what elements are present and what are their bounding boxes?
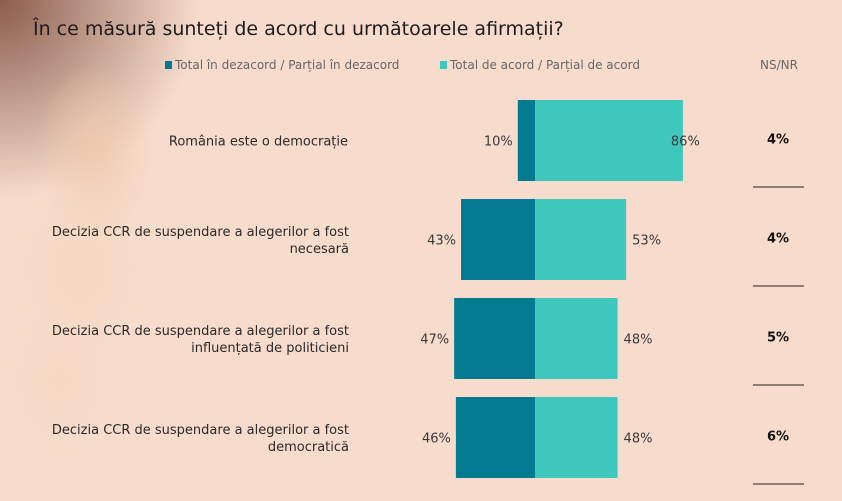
label-disagree: 47% xyxy=(420,333,449,348)
label-agree: 86% xyxy=(671,135,700,150)
label-agree: 48% xyxy=(624,333,653,348)
label-agree: 53% xyxy=(632,234,661,249)
category-label: influențată de politicieni xyxy=(191,341,349,356)
ns-nr-value: 5% xyxy=(767,331,789,346)
category-label: necesară xyxy=(290,242,349,257)
category-label: Decizia CCR de suspendare a alegerilor a… xyxy=(52,324,349,339)
ns-nr-value: 4% xyxy=(767,232,789,247)
category-label: democratică xyxy=(268,440,349,455)
bar-agree xyxy=(535,397,618,478)
legend-item-disagree: Total în dezacord / Parțial în dezacord xyxy=(165,58,399,72)
label-agree: 48% xyxy=(624,432,653,447)
category-label: Decizia CCR de suspendare a alegerilor a… xyxy=(52,225,349,240)
ns-nr-value: 6% xyxy=(767,430,789,445)
label-disagree: 46% xyxy=(422,432,451,447)
legend-label-disagree: Total în dezacord / Parțial în dezacord xyxy=(175,58,400,72)
legend-swatch-agree xyxy=(440,61,447,69)
bar-disagree xyxy=(517,100,535,181)
legend-item-agree: Total de acord / Parțial de acord xyxy=(440,58,640,72)
ns-nr-header: NS/NR xyxy=(760,58,798,72)
bar-disagree xyxy=(454,298,535,379)
category-label: Decizia CCR de suspendare a alegerilor a… xyxy=(52,423,349,438)
bar-agree xyxy=(535,199,627,280)
bar-agree xyxy=(535,100,683,181)
bar-agree xyxy=(535,298,618,379)
label-disagree: 10% xyxy=(484,135,513,150)
chart-title: În ce măsură sunteți de acord cu următoa… xyxy=(33,18,564,40)
ns-nr-value: 4% xyxy=(767,133,789,148)
label-disagree: 43% xyxy=(427,234,456,249)
legend-label-agree: Total de acord / Parțial de acord xyxy=(450,58,640,72)
legend-swatch-disagree xyxy=(165,61,172,69)
bar-disagree xyxy=(455,397,535,478)
category-label: România este o democrație xyxy=(169,135,348,150)
bar-disagree xyxy=(461,199,535,280)
